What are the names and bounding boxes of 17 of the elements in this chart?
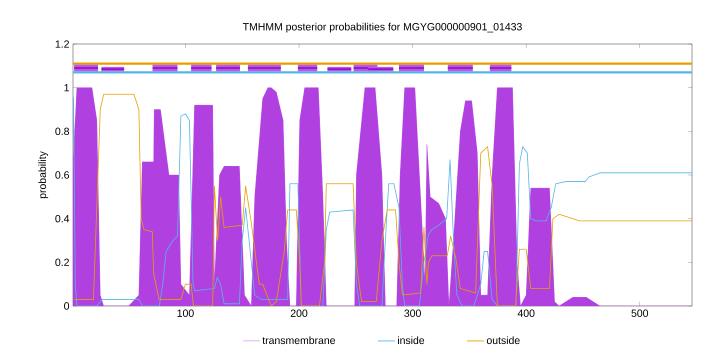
x-tick-label: 100 xyxy=(178,310,194,317)
y-tick-label: 0.4 xyxy=(55,214,70,222)
x-tick-label: 300 xyxy=(404,310,421,317)
legend-label: inside xyxy=(398,336,424,344)
y-tick-label: 1.2 xyxy=(56,40,69,48)
x-tick-label: 200 xyxy=(290,310,308,317)
y-tick-label: 0.2 xyxy=(55,258,69,266)
y-tick-label: 0.8 xyxy=(55,128,70,136)
chart-title: TMHMM posterior probabilities for MGYG000000901_01433 xyxy=(242,22,522,32)
x-tick-label: 400 xyxy=(518,310,534,317)
x-tick-label: 500 xyxy=(631,310,648,317)
y-axis-title: probability xyxy=(38,151,48,198)
legend-label: transmembrane xyxy=(262,336,336,344)
legend-label: outside xyxy=(486,336,520,344)
y-tick-label: 0 xyxy=(64,302,70,310)
y-tick-label: 0.6 xyxy=(55,171,70,179)
y-tick-label: 1 xyxy=(64,84,69,92)
